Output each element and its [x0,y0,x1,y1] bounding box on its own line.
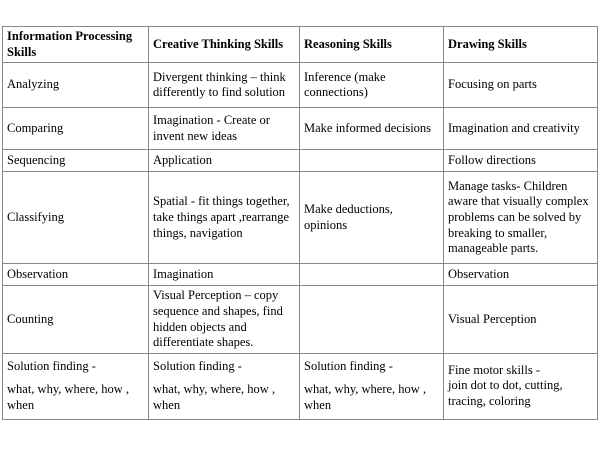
cell-drawing: Manage tasks- Children aware that visual… [443,171,598,265]
cell-info: Solution finding - what, why, where, how… [2,352,149,420]
cell-info-line2: what, why, where, how , when [7,382,130,413]
line-gap [304,374,439,382]
line-gap [153,374,295,382]
cell-drawing-line2: join dot to dot, cutting, tracing, color… [448,378,563,409]
header-drawing-skills: Drawing Skills [443,25,598,64]
cell-drawing: Visual Perception [443,285,598,354]
cell-drawing: Follow directions [443,149,598,173]
cell-creative: Imagination - Create or invent new ideas [148,107,300,151]
header-information-processing-skills: Information Processing Skills [2,25,149,64]
cell-drawing: Fine motor skills - join dot to dot, cut… [443,352,598,420]
cell-creative-line2: what, why, where, how , when [153,382,276,413]
cell-drawing: Imagination and creativity [443,107,598,151]
line-gap [7,374,144,382]
cell-info: Classifying [2,171,149,265]
cell-creative: Application [148,149,300,173]
table-row: Observation Imagination Observation [2,263,598,287]
cell-creative: Solution finding - what, why, where, how… [148,352,300,420]
cell-drawing: Focusing on parts [443,62,598,109]
cell-creative: Spatial - fit things together, take thin… [148,171,300,265]
cell-reasoning-line2: what, why, where, how , when [304,382,427,413]
cell-reasoning [299,285,444,354]
cell-reasoning-line1: Solution finding - [304,358,393,373]
cell-info: Counting [2,285,149,354]
cell-creative-line1: Solution finding - [153,358,242,373]
cell-reasoning: Inference (make connections) [299,62,444,109]
cell-reasoning: Solution finding - what, why, where, how… [299,352,444,420]
cell-reasoning: Make deductions, opinions [299,171,444,265]
cell-creative: Imagination [148,263,300,287]
table-row: Classifying Spatial - fit things togethe… [2,171,598,265]
cell-creative: Visual Perception – copy sequence and sh… [148,285,300,354]
table-row: Analyzing Divergent thinking – think dif… [2,62,598,109]
cell-drawing-line1: Fine motor skills - [448,362,541,377]
header-reasoning-skills: Reasoning Skills [299,25,444,64]
table-row: Sequencing Application Follow directions [2,149,598,173]
cell-drawing: Observation [443,263,598,287]
cell-reasoning: Make informed decisions [299,107,444,151]
table-row: Comparing Imagination - Create or invent… [2,107,598,151]
cell-reasoning [299,149,444,173]
table-row: Counting Visual Perception – copy sequen… [2,285,598,354]
cell-info: Analyzing [2,62,149,109]
cell-info-line1: Solution finding - [7,358,96,373]
cell-reasoning [299,263,444,287]
cell-info: Sequencing [2,149,149,173]
table-row: Solution finding - what, why, where, how… [2,352,598,420]
table-header-row: Information Processing Skills Creative T… [2,25,598,64]
header-creative-thinking-skills: Creative Thinking Skills [148,25,300,64]
skills-table: Information Processing Skills Creative T… [2,25,598,420]
cell-creative: Divergent thinking – think differently t… [148,62,300,109]
cell-info: Observation [2,263,149,287]
cell-info: Comparing [2,107,149,151]
